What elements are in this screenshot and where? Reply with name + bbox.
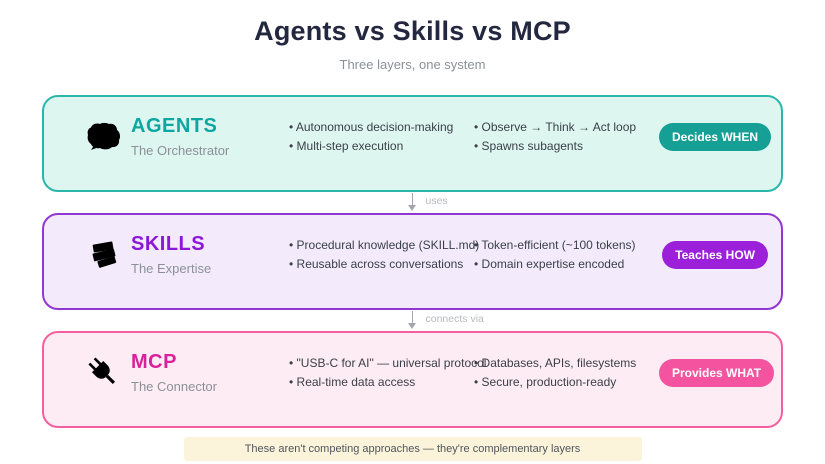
down-arrow-icon: uses: [408, 192, 448, 213]
mcp-bullet: • Real-time data access: [289, 374, 416, 389]
skills-badge: Teaches HOW: [662, 240, 768, 269]
agents-layer-tagline: The Orchestrator: [131, 143, 230, 158]
mcp-layer-card: MCP The Connector • "USB-C for AI" — uni…: [42, 331, 783, 428]
books-icon: [86, 237, 122, 273]
skills-layer-name: SKILLS: [131, 233, 206, 255]
uses-connector: uses: [0, 192, 825, 213]
footer-note: These aren't competing approaches — they…: [183, 437, 642, 461]
mcp-bullet: • "USB-C for AI" — universal protocol: [289, 355, 487, 370]
agents-bullet: • Observe → Think → Act loop: [474, 119, 637, 134]
skills-bullet: • Reusable across conversations: [289, 256, 464, 271]
connector-label: uses: [425, 195, 448, 207]
page-subtitle: Three layers, one system: [339, 57, 486, 72]
page-title: Agents vs Skills vs MCP: [254, 16, 571, 46]
mcp-badge: Provides WHAT: [659, 358, 775, 387]
skills-layer-card: SKILLS The Expertise • Procedural knowle…: [42, 213, 783, 310]
plug-icon: [86, 355, 122, 391]
connector-label: connects via: [425, 313, 484, 325]
skills-bullet: • Token-efficient (~100 tokens): [474, 237, 636, 252]
brain-icon: [86, 119, 122, 155]
down-arrow-icon: connects via: [408, 310, 484, 331]
mcp-layer-tagline: The Connector: [131, 379, 217, 394]
skills-bullet: • Procedural knowledge (SKILL.md): [289, 237, 480, 252]
skills-layer-tagline: The Expertise: [131, 261, 212, 276]
agents-bullet: • Spawns subagents: [474, 138, 583, 153]
agents-bullet: • Autonomous decision-making: [289, 119, 454, 134]
connects-via-connector: connects via: [0, 310, 825, 331]
skills-bullet: • Domain expertise encoded: [474, 256, 625, 271]
agents-layer-card: AGENTS The Orchestrator • Autonomous dec…: [42, 95, 783, 192]
mcp-bullet: • Databases, APIs, filesystems: [474, 355, 637, 370]
mcp-bullet: • Secure, production-ready: [474, 374, 617, 389]
mcp-layer-name: MCP: [131, 351, 177, 373]
agents-layer-name: AGENTS: [131, 115, 218, 137]
agents-bullet: • Multi-step execution: [289, 138, 404, 153]
agents-badge: Decides WHEN: [659, 122, 772, 151]
